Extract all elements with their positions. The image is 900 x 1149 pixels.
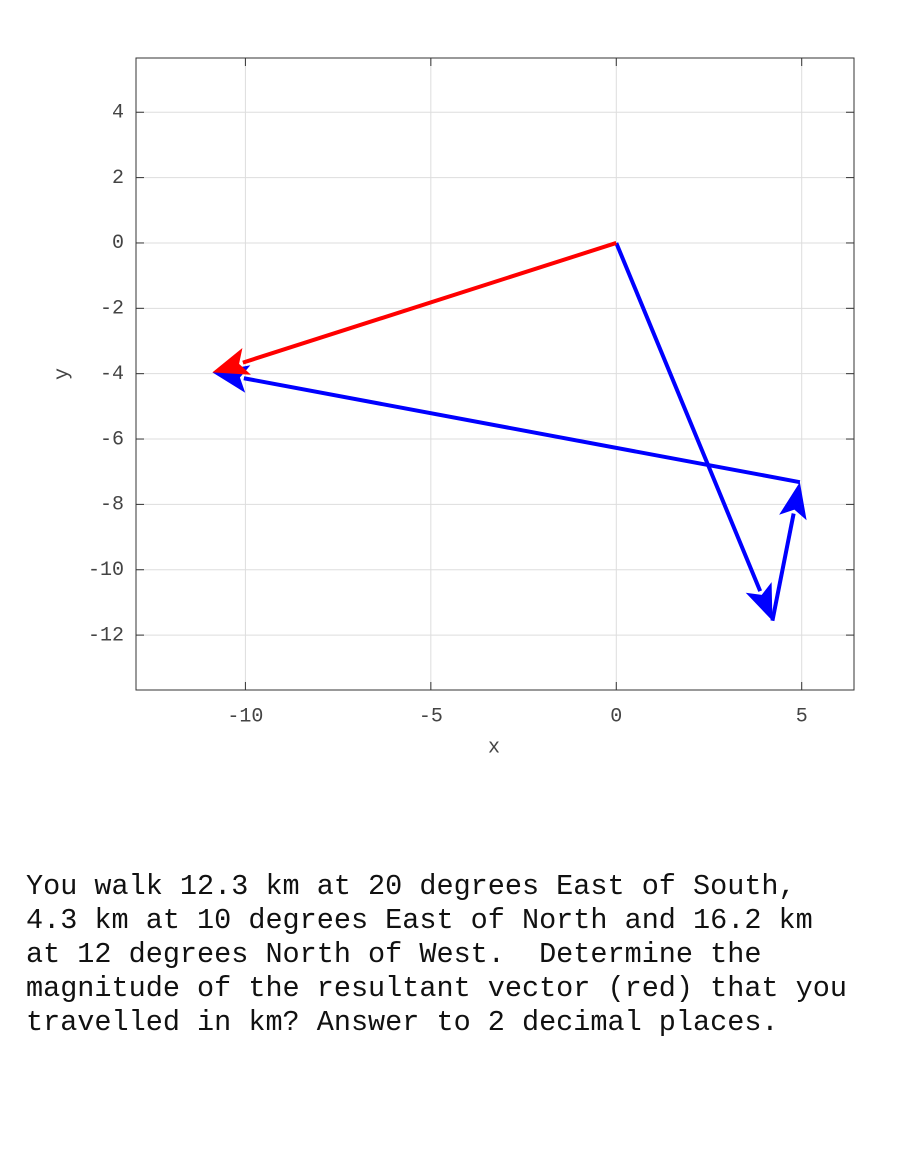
question-line: at 12 degrees North of West. Determine t… [26, 938, 762, 971]
x-tick-label: 0 [610, 705, 622, 728]
question-line: 4.3 km at 10 degrees East of North and 1… [26, 904, 813, 937]
question-line: You walk 12.3 km at 20 degrees East of S… [26, 870, 796, 903]
vector-line [242, 241, 617, 365]
x-tick-label: 5 [796, 705, 808, 728]
y-tick-label: 4 [112, 102, 124, 125]
y-tick-label: -2 [100, 298, 124, 321]
question-line: magnitude of the resultant vector (red) … [26, 972, 847, 1005]
question: You walk 12.3 km at 20 degrees East of S… [26, 870, 847, 1040]
chart: x y -10 -5 0 5 -12 -10 -8 -6 -4 -2 0 2 4 [51, 57, 855, 759]
vector-line [614, 242, 763, 592]
y-tick-label: -10 [88, 559, 124, 582]
y-tick-label: -8 [100, 494, 124, 517]
arrowhead [745, 582, 773, 621]
plot-frame [135, 57, 855, 691]
arrowhead [779, 482, 807, 521]
question-line: travelled in km? Answer to 2 decimal pla… [26, 1006, 779, 1039]
vector-line [243, 376, 801, 485]
y-tick-label: -6 [100, 428, 124, 451]
y-tick-label: 0 [112, 232, 124, 255]
x-tick-label: -10 [227, 705, 263, 728]
x-tick-label: -5 [419, 705, 443, 728]
arrowhead [212, 348, 251, 375]
y-axis-label: y [51, 368, 74, 380]
y-tick-label: -12 [88, 624, 124, 647]
y-tick-label: -4 [100, 363, 124, 386]
x-axis-label: x [488, 736, 500, 759]
vector-line [770, 513, 796, 622]
y-tick-label: 2 [112, 167, 124, 190]
